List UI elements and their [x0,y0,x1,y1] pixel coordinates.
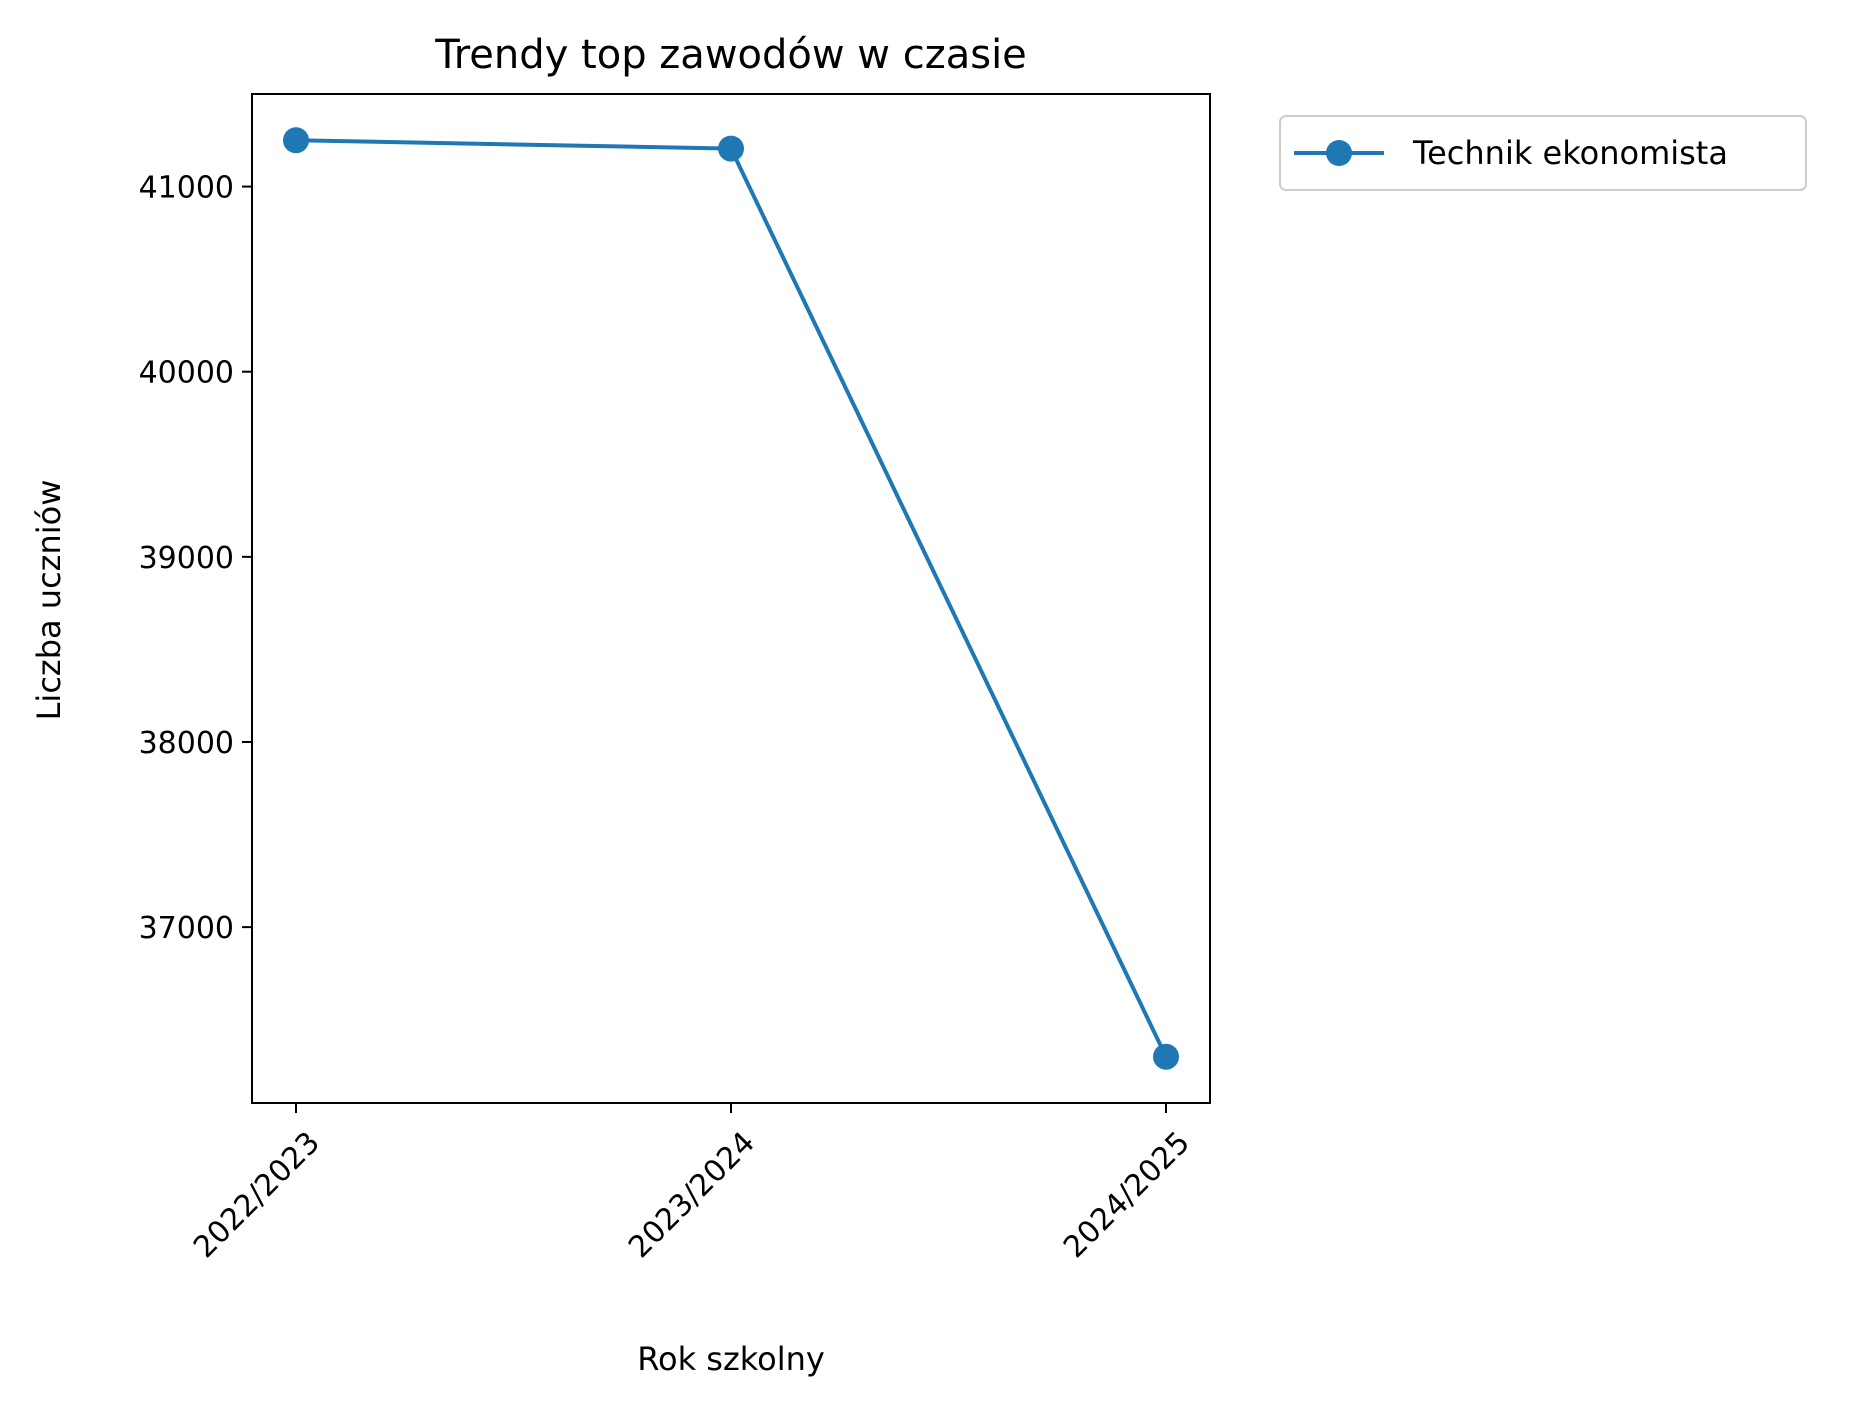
y-tick-label: 40000 [139,356,234,391]
y-tick-label: 39000 [139,541,234,576]
data-point [1153,1043,1179,1070]
legend-entry-label: Technik ekonomista [1412,134,1728,172]
y-tick-label: 37000 [139,911,234,946]
chart-title: Trendy top zawodów w czasie [434,32,1027,78]
x-axis-title: Rok szkolny [637,1340,825,1378]
y-tick-label: 38000 [139,726,234,761]
data-point [283,127,309,154]
series-layer [283,127,1179,1070]
legend: Technik ekonomista [1279,115,1807,191]
y-axis-title: Liczba uczniów [30,480,68,721]
legend-box [1279,115,1807,191]
data-point [718,135,744,162]
y-tick-label: 41000 [139,171,234,206]
y-axis: 37000 38000 39000 40000 41000 [139,171,252,946]
legend-marker-swatch [1326,140,1352,166]
